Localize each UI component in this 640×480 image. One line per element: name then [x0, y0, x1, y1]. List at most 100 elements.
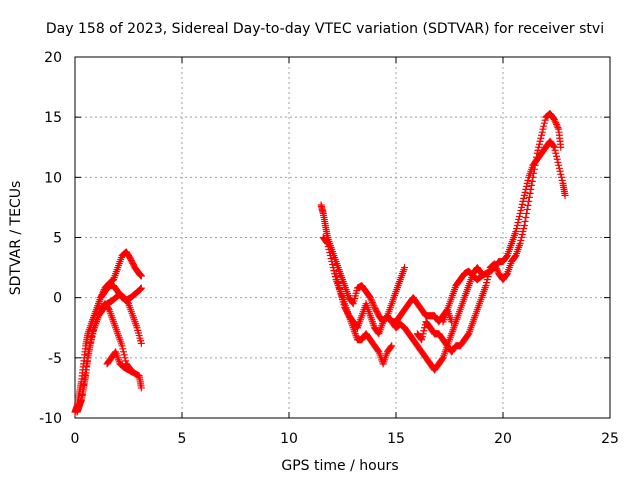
data-point: [554, 158, 562, 166]
data-point: [420, 327, 428, 335]
data-point: [518, 230, 526, 238]
data-point: [77, 396, 85, 404]
data-point: [79, 386, 87, 394]
data-point: [483, 276, 491, 284]
data-point: [516, 209, 524, 217]
data-point: [555, 164, 563, 172]
data-point: [329, 261, 337, 269]
data-point: [81, 371, 89, 379]
data-point: [332, 270, 340, 278]
data-point: [516, 240, 524, 248]
data-point: [537, 134, 545, 142]
data-point: [368, 298, 376, 306]
data-point: [521, 217, 529, 225]
data-point: [137, 384, 145, 392]
data-point: [323, 239, 331, 247]
data-point: [326, 249, 334, 257]
data-point: [513, 224, 521, 232]
data-point: [89, 330, 97, 338]
data-point: [517, 206, 525, 214]
y-tick-label: 5: [53, 231, 62, 247]
data-point: [118, 342, 126, 350]
x-tick-label: 5: [178, 431, 187, 447]
data-point: [121, 354, 129, 362]
data-point: [324, 243, 332, 251]
data-point: [368, 297, 376, 305]
data-point: [80, 376, 88, 384]
y-tick-label: 10: [44, 170, 62, 186]
data-point: [401, 264, 409, 272]
data-point: [523, 205, 531, 213]
data-point: [335, 282, 343, 290]
data-point: [387, 343, 395, 351]
data-point: [520, 191, 528, 199]
data-point: [539, 125, 547, 133]
data-point: [369, 300, 377, 308]
data-point: [535, 143, 543, 151]
data-points: [71, 110, 569, 416]
data-point: [528, 181, 536, 189]
tick-labels: 0 5 10 15 20 25 -10 -5 0 5 10 15 20: [39, 50, 619, 447]
data-point: [334, 276, 342, 284]
data-point: [554, 124, 562, 132]
data-point: [557, 173, 565, 181]
data-point: [328, 258, 336, 266]
data-point: [540, 122, 548, 130]
data-point: [556, 167, 564, 175]
data-point: [120, 348, 128, 356]
data-point: [120, 351, 128, 359]
data-point: [526, 189, 534, 197]
data-point: [87, 336, 95, 344]
x-tick-label: 20: [494, 431, 512, 447]
data-point: [137, 272, 145, 280]
data-point: [515, 212, 523, 220]
data-point: [538, 128, 546, 136]
data-point: [538, 131, 546, 139]
x-tick-label: 10: [280, 431, 298, 447]
data-point: [329, 264, 337, 272]
data-point: [367, 295, 375, 303]
data-point: [555, 161, 563, 169]
data-point: [557, 170, 565, 178]
data-point: [336, 285, 344, 293]
y-tick-label: 0: [53, 291, 62, 307]
data-point: [561, 191, 569, 199]
data-point: [464, 331, 472, 339]
data-point: [552, 149, 560, 157]
data-point: [370, 302, 378, 310]
data-point: [419, 330, 427, 338]
data-point: [551, 146, 559, 154]
data-point: [503, 253, 511, 261]
data-point: [327, 255, 335, 263]
data-point: [515, 215, 523, 223]
data-point: [374, 347, 382, 355]
data-point: [418, 336, 426, 344]
data-point: [536, 137, 544, 145]
data-point: [558, 176, 566, 184]
axes: [74, 56, 611, 419]
data-point: [366, 294, 374, 302]
data-point: [518, 203, 526, 211]
x-tick-label: 15: [387, 431, 405, 447]
data-point: [519, 227, 527, 235]
data-point: [85, 350, 93, 358]
data-point: [553, 152, 560, 160]
data-point: [86, 342, 94, 350]
data-point: [550, 142, 558, 150]
data-point: [520, 221, 528, 229]
data-point: [348, 299, 356, 307]
data-point: [518, 200, 526, 208]
y-tick-label: 20: [44, 50, 62, 66]
data-point: [511, 253, 519, 261]
data-point: [517, 237, 525, 245]
data-point: [87, 339, 95, 347]
data-point: [541, 116, 549, 124]
data-point: [82, 362, 90, 370]
data-point: [528, 177, 536, 185]
data-point: [519, 197, 527, 205]
data-point: [521, 188, 529, 196]
data-point: [80, 381, 88, 389]
data-point: [137, 284, 145, 292]
data-point: [326, 252, 334, 260]
